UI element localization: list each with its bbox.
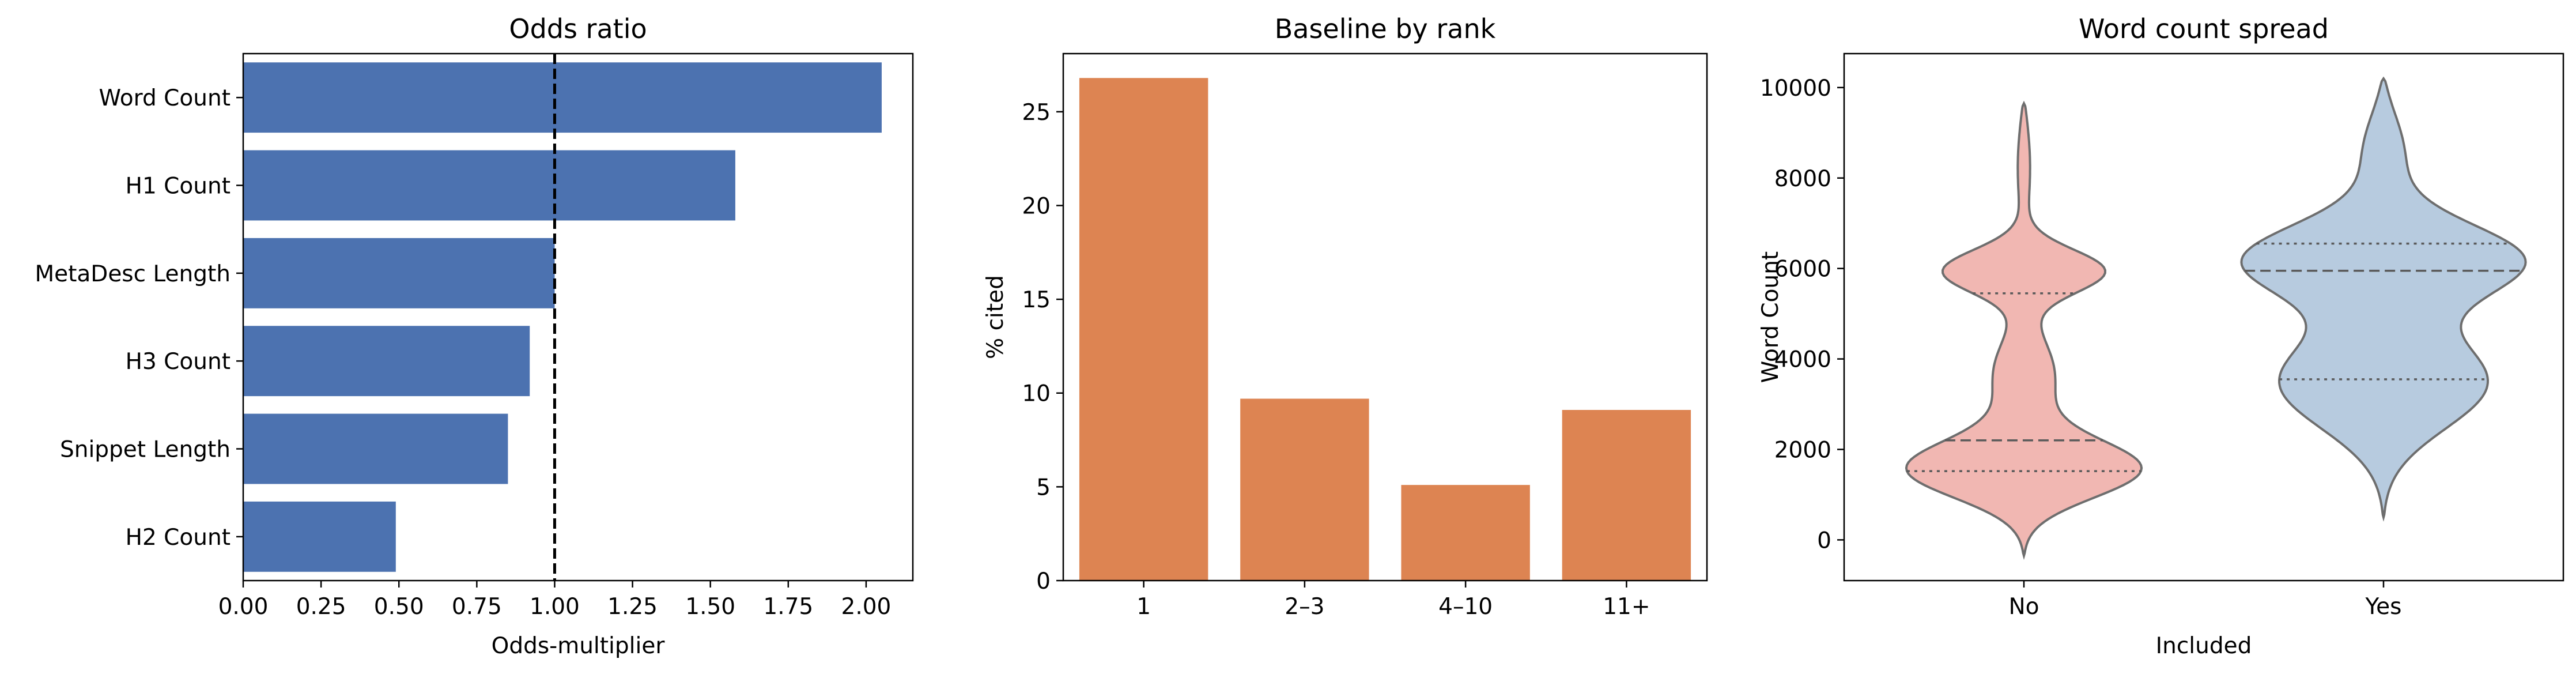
y-tick-label: 6000 [1774, 257, 1831, 283]
x-tick-label: Yes [2365, 594, 2402, 620]
violin-yes [2240, 76, 2527, 522]
y-tick-label: 2000 [1774, 437, 1831, 463]
y-tick-label: 0 [1817, 528, 1831, 553]
y-tick-label: 0 [1036, 568, 1051, 594]
x-tick-label: No [2008, 594, 2039, 620]
y-tick-label: 10 [1022, 381, 1051, 407]
bar-snippet-length [243, 413, 508, 484]
bar-rank-11 [1562, 410, 1691, 581]
word-count-spread-chart: Word count spread No Yes 0 2000 4000 6000 8000 1… [1758, 13, 2564, 659]
bar-metadesc-length [243, 238, 555, 308]
x-tick-label: 2–3 [1285, 594, 1324, 620]
violin-no [1905, 100, 2143, 560]
x-tick-label: 2.00 [841, 594, 892, 620]
x-tick-label: 1.50 [685, 594, 735, 620]
x-tick-label: 1.25 [607, 594, 658, 620]
y-tick-label: Word Count [99, 85, 231, 111]
chart-title: Word count spread [2079, 13, 2329, 44]
x-tick-label: 0.50 [374, 594, 424, 620]
bar-rank-4-10 [1401, 485, 1530, 581]
y-axis-label: Word Count [1758, 251, 1784, 383]
x-tick-label: 1.00 [530, 594, 580, 620]
x-axis-label: Included [2156, 633, 2252, 659]
y-tick-label: H2 Count [126, 525, 231, 551]
odds-ratio-chart: Odds ratio Word Count H1 Count MetaDesc Len… [35, 13, 914, 659]
y-tick-label: 5 [1036, 475, 1051, 500]
y-tick-label: Snippet Length [60, 437, 231, 463]
plot-frame [242, 52, 914, 582]
bar-word-count [243, 62, 882, 133]
bar-h3-count [243, 326, 530, 397]
y-tick-label: MetaDesc Length [35, 261, 231, 287]
y-tick-label: H1 Count [126, 174, 231, 199]
y-tick-label: 10000 [1760, 76, 1831, 101]
bar-h2-count [243, 501, 396, 572]
bar-h1-count [243, 150, 735, 221]
bar-rank-2-3 [1240, 398, 1369, 581]
chart-title: Odds ratio [509, 13, 647, 44]
chart-title: Baseline by rank [1275, 13, 1496, 44]
plot-frame [1062, 52, 1708, 582]
x-axis-label: Odds-multiplier [492, 633, 666, 659]
bar-rank-1 [1079, 78, 1208, 581]
x-tick-label: 11+ [1603, 594, 1650, 620]
x-tick-label: 0.75 [452, 594, 502, 620]
x-tick-label: 1 [1136, 594, 1151, 620]
y-tick-label: 25 [1022, 100, 1051, 126]
y-tick-label: 20 [1022, 193, 1051, 219]
y-axis-label: % cited [983, 275, 1009, 359]
y-tick-label: H3 Count [126, 349, 231, 375]
y-tick-label: 15 [1022, 287, 1051, 313]
x-tick-label: 1.75 [763, 594, 813, 620]
y-tick-label: 8000 [1774, 166, 1831, 192]
x-tick-label: 4–10 [1438, 594, 1493, 620]
baseline-by-rank-chart: Baseline by rank 1 2–3 4–10 11+ 0 5 10 15 20 25 % c… [983, 13, 1708, 620]
x-tick-label: 0.00 [218, 594, 269, 620]
y-tick-label: 4000 [1774, 347, 1831, 373]
x-tick-label: 0.25 [296, 594, 346, 620]
plot-frame [1843, 52, 2564, 582]
